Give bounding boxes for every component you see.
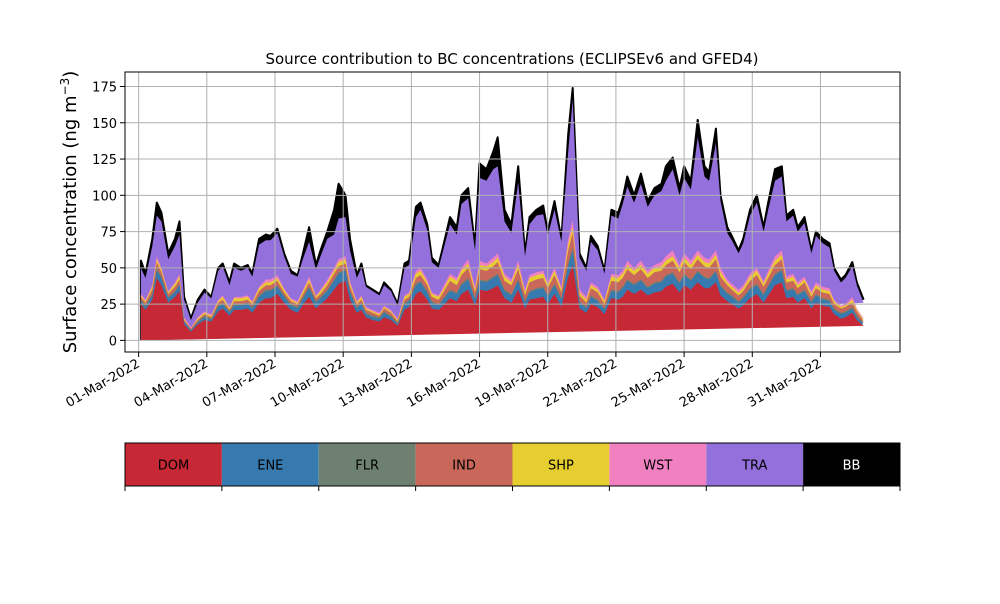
y-tick-label: 100 [92, 189, 117, 204]
legend-swatch-tra [706, 443, 804, 486]
y-tick-label: 175 [92, 81, 117, 96]
y-tick-label: 125 [92, 153, 117, 168]
color-legend: DOM ENE FLR IND SHP WST TRA BB [124, 442, 901, 491]
x-tick-label: 22-Mar-2022 [541, 356, 620, 410]
legend-swatch-dom [125, 443, 222, 486]
y-axis-label-sup: −3 [58, 78, 72, 96]
area-dom [140, 265, 864, 341]
x-tick-label: 31-Mar-2022 [745, 356, 824, 410]
y-axis-label-main: Surface concentration (ng m [60, 95, 81, 353]
y-axis-label: Surface concentration (ng m−3) [58, 71, 81, 354]
legend-label-ind: IND [452, 459, 476, 474]
x-axis-ticks: 01-Mar-202204-Mar-202207-Mar-202210-Mar-… [63, 352, 824, 411]
plot-frame [124, 71, 901, 353]
legend-label-ene: ENE [257, 459, 283, 474]
legend-label-wst: WST [643, 459, 672, 474]
x-tick-label: 16-Mar-2022 [404, 356, 483, 410]
legend-label-flr: FLR [355, 459, 379, 474]
x-tick-label: 19-Mar-2022 [473, 356, 552, 410]
y-tick-label: 150 [92, 117, 117, 132]
x-tick-label: 28-Mar-2022 [677, 356, 756, 410]
legend-swatch-ind [415, 443, 513, 486]
chart-title: Source contribution to BC concentrations… [265, 50, 758, 68]
legend-swatch-flr [318, 443, 416, 486]
x-tick-label: 04-Mar-2022 [132, 356, 211, 410]
x-tick-label: 13-Mar-2022 [336, 356, 415, 410]
y-tick-label: 25 [100, 298, 117, 313]
legend-label-tra: TRA [741, 459, 767, 474]
area-layers [139, 87, 865, 341]
y-tick-label: 50 [100, 262, 117, 277]
x-tick-label: 10-Mar-2022 [268, 356, 347, 410]
y-axis-label-close: ) [60, 71, 81, 78]
y-tick-label: 0 [109, 334, 117, 349]
legend-swatch-bb [803, 443, 900, 486]
x-tick-label: 01-Mar-2022 [63, 356, 142, 410]
x-tick-label: 07-Mar-2022 [200, 356, 279, 410]
gridlines [125, 72, 900, 352]
legend-label-bb: BB [843, 459, 861, 474]
y-tick-label: 75 [100, 226, 117, 241]
legend-swatch-ene [221, 443, 319, 486]
legend-label-dom: DOM [158, 459, 189, 474]
legend-swatch-wst [609, 443, 707, 486]
legend-swatch-shp [512, 443, 610, 486]
x-tick-label: 25-Mar-2022 [609, 356, 688, 410]
legend-label-shp: SHP [548, 459, 574, 474]
y-axis-ticks: 0 25 50 75 100 125 150 175 [92, 81, 125, 349]
